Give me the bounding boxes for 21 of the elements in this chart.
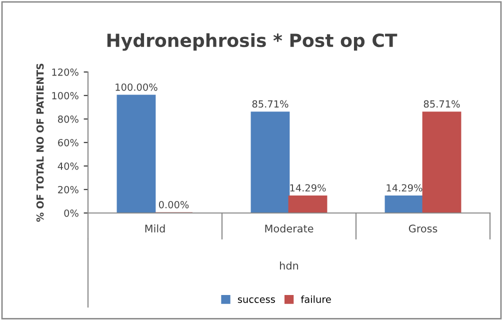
y-tick-label: 0%	[64, 209, 78, 217]
y-tick-label: 100%	[52, 92, 78, 100]
chart-title: Hydronephrosis * Post op CT	[107, 33, 398, 51]
x-tick-label: Moderate	[265, 224, 314, 232]
y-tick-label: 60%	[58, 138, 78, 146]
data-label: 14.29%	[386, 184, 422, 192]
x-axis-title: hdn	[280, 262, 298, 270]
legend-label: success	[238, 297, 275, 303]
data-label: 100.00%	[116, 83, 158, 91]
y-tick-label: 120%	[52, 68, 78, 76]
data-label: 0.00%	[158, 200, 189, 208]
y-tick-label: 20%	[58, 186, 78, 194]
x-tick-label: Mild	[145, 224, 165, 232]
y-tick-label: 40%	[58, 162, 78, 170]
x-tick-label: Gross	[408, 224, 438, 232]
y-tick-label: 80%	[58, 115, 78, 123]
data-label: 85.71%	[424, 100, 460, 108]
legend-label: failure	[300, 295, 331, 303]
data-label: 14.29%	[290, 184, 326, 192]
data-label: 85.71%	[252, 100, 288, 108]
y-axis-title: % OF TOTAL NO OF PATIENTS	[36, 64, 44, 222]
